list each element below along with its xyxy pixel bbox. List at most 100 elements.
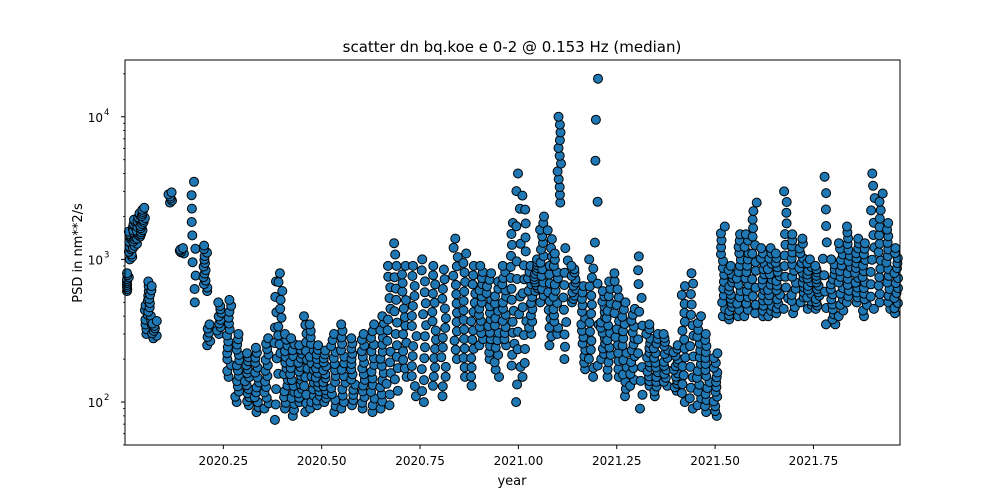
scatter-point bbox=[397, 278, 408, 288]
x-axis: 2020.25 2020.50 2020.75 2021.00 2021.25 2021.… bbox=[199, 445, 838, 468]
scatter-point bbox=[644, 319, 655, 330]
scatter-point bbox=[385, 357, 395, 368]
scatter-point bbox=[685, 361, 696, 372]
scatter-point bbox=[797, 233, 808, 244]
scatter-point bbox=[459, 343, 470, 354]
scatter-point bbox=[821, 221, 832, 231]
scatter-point bbox=[810, 260, 821, 271]
scatter-point bbox=[459, 324, 470, 335]
scatter-point bbox=[770, 248, 781, 259]
scatter-point bbox=[427, 316, 438, 327]
x-tick-label: 2021.50 bbox=[690, 454, 740, 468]
scatter-point bbox=[458, 258, 469, 268]
scatter-point bbox=[384, 389, 395, 400]
scatter-point bbox=[440, 371, 451, 382]
y-tick-exponent: 4 bbox=[104, 108, 109, 118]
scatter-point bbox=[151, 316, 162, 326]
scatter-point bbox=[427, 307, 438, 317]
scatter-point bbox=[781, 207, 792, 218]
scatter-point bbox=[874, 272, 885, 283]
scatter-point bbox=[507, 316, 518, 327]
scatter-point bbox=[678, 370, 689, 381]
x-tick-label: 2020.50 bbox=[297, 454, 347, 468]
scatter-point bbox=[590, 155, 601, 166]
scatter-point bbox=[583, 353, 594, 364]
scatter-point bbox=[411, 331, 422, 342]
scatter-point bbox=[586, 308, 597, 319]
scatter-point bbox=[271, 384, 282, 395]
scatter-point bbox=[725, 260, 736, 271]
scatter-point bbox=[391, 340, 402, 351]
scatter-point bbox=[437, 381, 448, 392]
scatter-point bbox=[779, 186, 790, 197]
x-tick-label: 2021.25 bbox=[592, 454, 642, 468]
scatter-point bbox=[199, 240, 210, 251]
scatter-point bbox=[658, 329, 669, 339]
scatter-point bbox=[242, 348, 252, 359]
scatter-point bbox=[382, 335, 393, 346]
scatter-point bbox=[428, 260, 439, 271]
scatter-point bbox=[450, 233, 461, 244]
scatter-point bbox=[276, 312, 287, 323]
scatter-point bbox=[546, 234, 557, 245]
scatter-point bbox=[406, 361, 417, 372]
scatter-point bbox=[877, 188, 888, 199]
scatter-point bbox=[389, 374, 400, 385]
scatter-point bbox=[559, 280, 570, 291]
scatter-point bbox=[584, 317, 595, 328]
scatter-point bbox=[146, 281, 157, 292]
scatter-point bbox=[419, 287, 430, 298]
scatter-point bbox=[620, 297, 631, 308]
scatter-point bbox=[419, 331, 430, 342]
scatter-point bbox=[187, 230, 198, 241]
scatter-point bbox=[874, 230, 885, 241]
scatter-point bbox=[437, 342, 448, 353]
scatter-point bbox=[781, 218, 792, 229]
scatter-point bbox=[506, 229, 517, 239]
scatter-point bbox=[873, 280, 884, 291]
scatter-point bbox=[747, 248, 758, 259]
scatter-point bbox=[511, 397, 522, 408]
scatter-point bbox=[560, 243, 571, 254]
scatter-point bbox=[826, 254, 837, 265]
scatter-point bbox=[459, 286, 470, 297]
scatter-point bbox=[299, 311, 309, 322]
scatter-point bbox=[224, 294, 235, 305]
scatter-point bbox=[874, 289, 885, 299]
scatter-point bbox=[633, 348, 644, 359]
scatter-point bbox=[382, 325, 393, 336]
scatter-point bbox=[437, 391, 448, 402]
scatter-point bbox=[409, 381, 420, 392]
y-tick-label: 10 bbox=[88, 253, 103, 267]
scatter-point bbox=[430, 279, 441, 290]
plot-frame bbox=[124, 59, 901, 446]
scatter-point bbox=[868, 303, 879, 314]
scatter-point bbox=[506, 360, 517, 371]
scatter-point bbox=[589, 237, 600, 248]
scatter-point bbox=[466, 316, 477, 327]
scatter-point bbox=[450, 344, 461, 355]
scatter-point bbox=[274, 268, 285, 279]
scatter-point bbox=[865, 291, 876, 302]
scatter-point bbox=[450, 279, 461, 290]
scatter-point bbox=[859, 238, 870, 249]
scatter-point bbox=[520, 204, 531, 215]
points-layer bbox=[122, 73, 903, 425]
scatter-point bbox=[635, 403, 645, 414]
scatter-point bbox=[139, 202, 150, 213]
scatter-point bbox=[868, 180, 879, 191]
scatter-point bbox=[313, 340, 324, 351]
scatter-point bbox=[590, 114, 601, 125]
scatter-point bbox=[389, 306, 400, 317]
scatter-point bbox=[381, 378, 392, 389]
x-axis-label: year bbox=[497, 474, 527, 489]
scatter-point bbox=[437, 293, 448, 304]
scatter-point bbox=[756, 243, 767, 254]
scatter-point bbox=[517, 302, 528, 313]
x-tick-label: 2021.00 bbox=[494, 454, 544, 468]
scatter-point bbox=[461, 248, 472, 259]
scatter-point bbox=[696, 311, 706, 322]
scatter-point bbox=[787, 229, 798, 240]
